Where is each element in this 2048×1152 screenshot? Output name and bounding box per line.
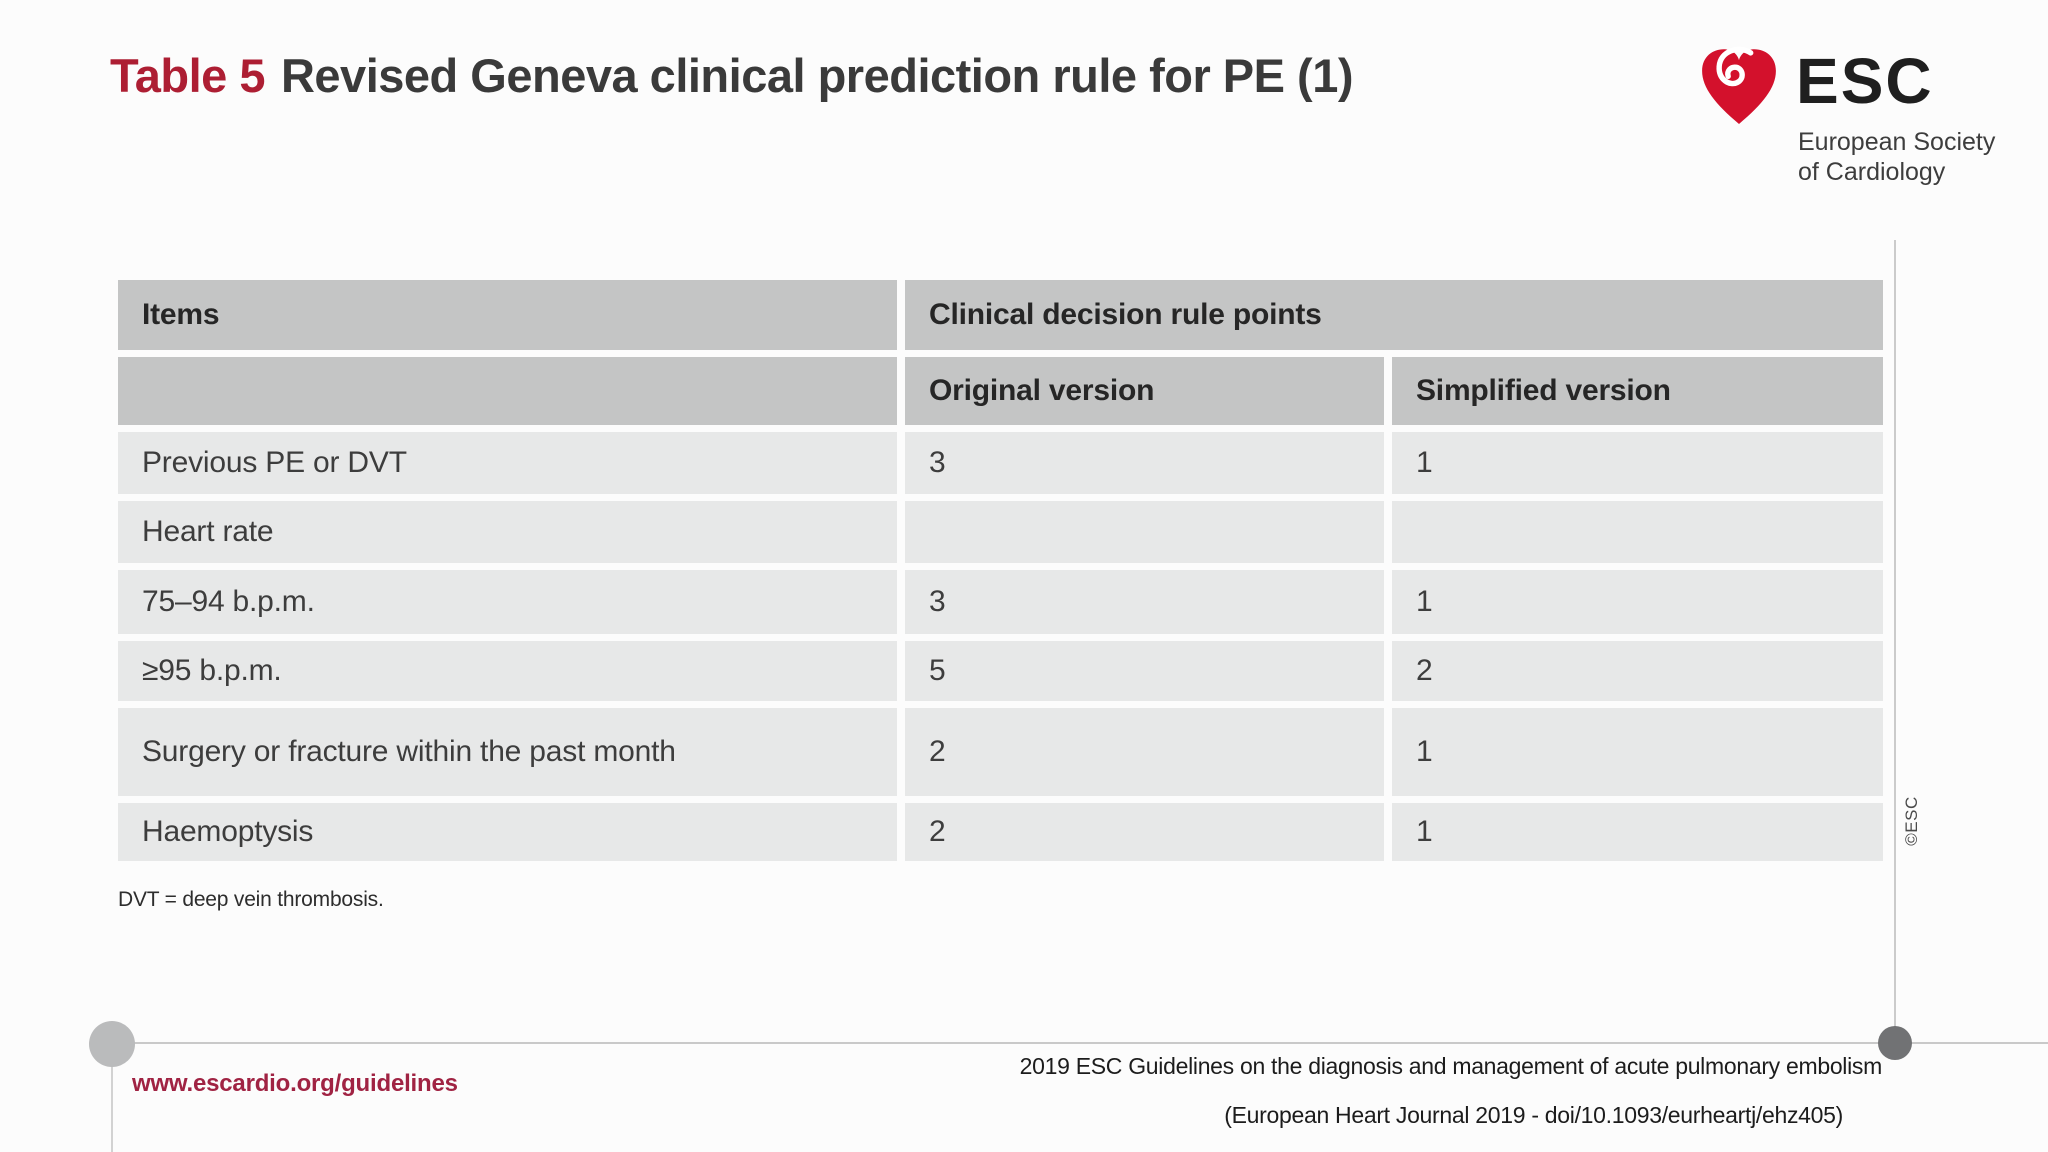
esc-logo-subtitle: European Society of Cardiology [1798, 127, 1995, 187]
table-cell-simplified [1392, 501, 1883, 563]
reference-line-1: 2019 ESC Guidelines on the diagnosis and… [1019, 1053, 1883, 1079]
footer-left-vertical-rule [111, 1050, 113, 1152]
guidelines-link[interactable]: www.escardio.org/guidelines [132, 1070, 458, 1097]
table-cell-simplified: 1 [1392, 803, 1883, 861]
header-empty-cell [118, 357, 897, 425]
table-cell-item: Heart rate [118, 501, 897, 563]
footnote-dvt-abbreviation: DVT = deep vein thrombosis. [118, 888, 384, 911]
footer-right-circle [1878, 1026, 1912, 1060]
column-header-items: Items [118, 280, 897, 350]
page-title: Table 5 Revised Geneva clinical predictio… [110, 48, 1354, 103]
table-cell-simplified: 2 [1392, 641, 1883, 701]
esc-heart-icon [1694, 42, 1784, 134]
table-cell-original: 2 [905, 708, 1384, 796]
table-cell-original: 3 [905, 570, 1384, 634]
copyright-esc-label: ©ESC [1902, 796, 1921, 846]
table-number-label: Table 5 [110, 49, 265, 102]
subheader-simplified-version: Simplified version [1392, 357, 1883, 425]
table-cell-simplified: 1 [1392, 570, 1883, 634]
reference-line-2: (European Heart Journal 2019 - doi/10.10… [1224, 1102, 1843, 1128]
table-cell-item: Previous PE or DVT [118, 432, 897, 494]
group-header-clinical-decision-rule-points: Clinical decision rule points [905, 280, 1883, 350]
table-cell-item: 75–94 b.p.m. [118, 570, 897, 634]
table-title-text: Revised Geneva clinical prediction rule … [280, 49, 1354, 102]
footer-horizontal-rule [111, 1042, 2048, 1044]
table-cell-item: ≥95 b.p.m. [118, 641, 897, 701]
footer-left-circle [89, 1021, 135, 1067]
table-cell-original: 5 [905, 641, 1384, 701]
esc-logo-subtitle-line2: of Cardiology [1798, 158, 1946, 186]
subheader-original-version: Original version [905, 357, 1384, 425]
esc-logo-text: ESC [1796, 45, 1934, 117]
table-cell-item: Surgery or fracture within the past mont… [118, 708, 897, 796]
table-cell-simplified: 1 [1392, 432, 1883, 494]
table-cell-simplified: 1 [1392, 708, 1883, 796]
geneva-score-table: Items Clinical decision rule points Orig… [118, 280, 1883, 861]
right-vertical-divider [1894, 240, 1896, 1042]
esc-logo-subtitle-line1: European Society [1798, 128, 1996, 156]
table-cell-original [905, 501, 1384, 563]
table-cell-original: 3 [905, 432, 1384, 494]
table-cell-item: Haemoptysis [118, 803, 897, 861]
table-cell-original: 2 [905, 803, 1384, 861]
